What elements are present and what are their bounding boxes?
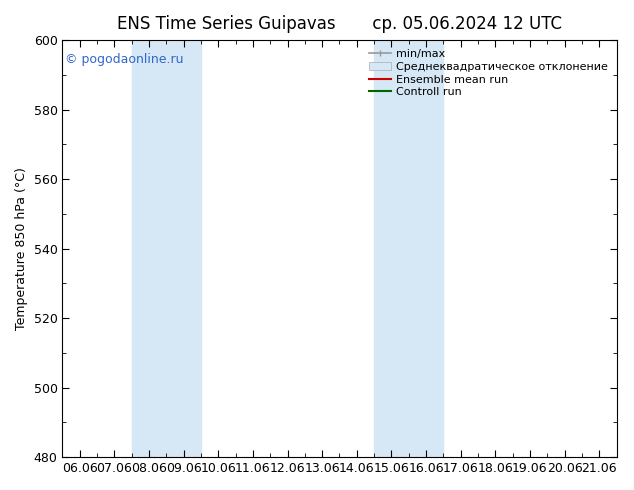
Legend: min/max, Среднеквадратическое отклонение, Ensemble mean run, Controll run: min/max, Среднеквадратическое отклонение…: [366, 46, 611, 100]
Bar: [374, 40, 443, 457]
Title: ENS Time Series Guipavas       ср. 05.06.2024 12 UTC: ENS Time Series Guipavas ср. 05.06.2024 …: [117, 15, 562, 33]
Text: © pogodaonline.ru: © pogodaonline.ru: [65, 52, 184, 66]
Y-axis label: Temperature 850 hPa (°С): Temperature 850 hPa (°С): [15, 167, 28, 330]
Bar: [132, 40, 201, 457]
